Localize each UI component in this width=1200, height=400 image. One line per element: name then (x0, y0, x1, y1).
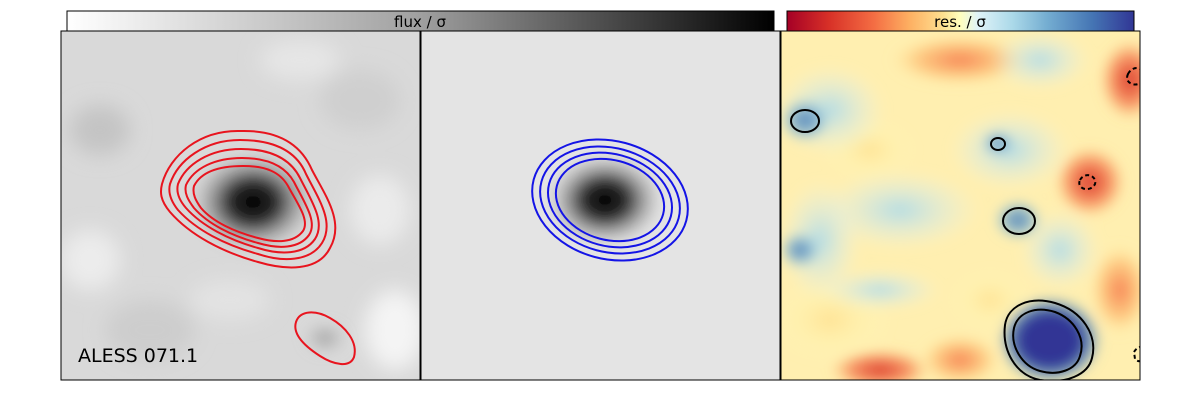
data-contours (160, 129, 356, 365)
data-contour-5 (192, 164, 306, 243)
residual-contours (790, 67, 1140, 380)
colorbar-residual-label: res. / σ (934, 13, 986, 31)
residual-field (781, 31, 1140, 380)
model-emission (547, 154, 663, 246)
residual-contour-pos-inner (1012, 308, 1083, 374)
colorbar-flux-label: flux / σ (394, 13, 446, 31)
data-contour-secondary (294, 311, 356, 365)
secondary-emission (301, 320, 349, 356)
residual-contour-pos-2 (990, 137, 1006, 151)
panel-model-frame (420, 30, 781, 381)
panel-residual-frame (780, 30, 1141, 381)
panel-model (420, 30, 781, 381)
residual-contour-pos-outer (1003, 299, 1095, 380)
residual-contour-pos-3 (1002, 207, 1036, 235)
residual-contour-pos-1 (790, 109, 820, 133)
model-contour-3 (546, 151, 674, 249)
panel-data: ALESS 071.1 (60, 30, 421, 381)
data-contour-3 (176, 147, 320, 254)
model-contours (531, 138, 689, 262)
model-contour-4 (554, 157, 666, 243)
data-contour-1 (160, 129, 337, 269)
source-name-label: ALESS 071.1 (78, 345, 198, 367)
model-contour-1 (531, 138, 689, 262)
model-contour-2 (539, 145, 681, 255)
data-contour-4 (184, 156, 313, 248)
source-emission (191, 152, 315, 252)
residual-contour-neg-2 (1078, 174, 1097, 191)
panel-data-frame (60, 30, 421, 381)
panel-data-noise (61, 40, 420, 370)
data-contour-2 (168, 138, 328, 260)
residual-contour-neg-3 (1132, 346, 1140, 363)
panel-residual (780, 30, 1141, 381)
